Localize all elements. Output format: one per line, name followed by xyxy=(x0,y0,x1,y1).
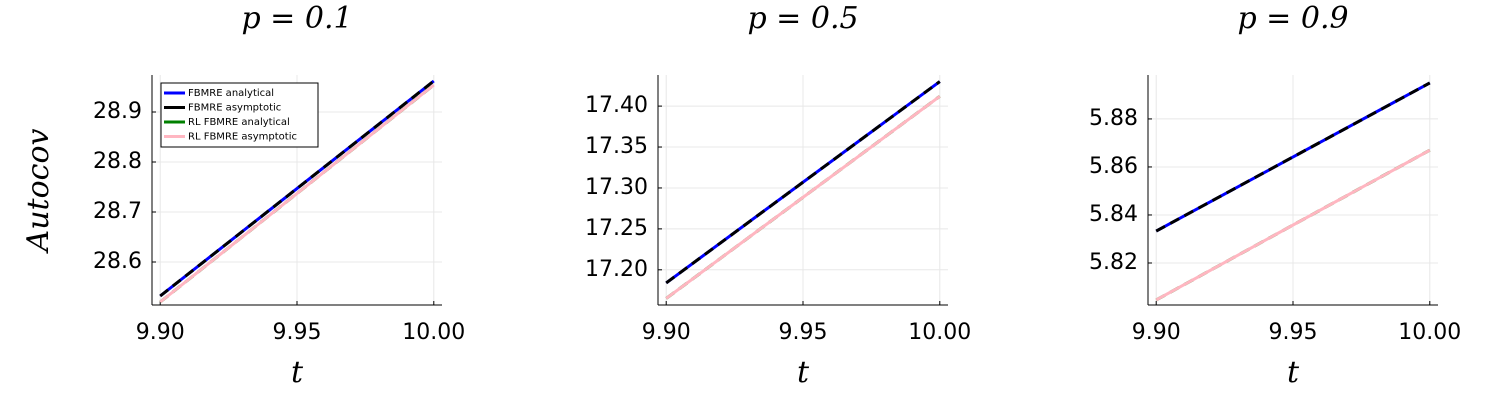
y-tick-label: 28.9 xyxy=(93,99,142,124)
series-line xyxy=(665,95,941,300)
chart-title: p = 0.1 xyxy=(241,1,352,36)
series-line xyxy=(159,83,435,304)
y-tick-label: 5.88 xyxy=(1089,106,1138,131)
x-tick-label: 10.00 xyxy=(402,320,465,345)
x-tick-label: 9.90 xyxy=(642,320,691,345)
y-tick-label: 17.40 xyxy=(585,93,648,118)
y-tick-label: 28.7 xyxy=(93,199,142,224)
legend-label: RL FBMRE asymptotic xyxy=(188,132,297,143)
x-tick-label: 10.00 xyxy=(908,320,971,345)
x-tick-label: 9.95 xyxy=(779,320,828,345)
x-axis-label: t xyxy=(797,355,810,390)
chart-title: p = 0.9 xyxy=(1237,1,1348,36)
series-line xyxy=(1155,81,1431,233)
x-axis-label: t xyxy=(291,355,304,390)
y-tick-label: 5.82 xyxy=(1089,250,1138,275)
series-line xyxy=(159,79,435,298)
y-tick-label: 17.35 xyxy=(585,134,648,159)
y-tick-label: 5.86 xyxy=(1089,154,1138,179)
y-tick-label: 17.30 xyxy=(585,175,648,200)
y-tick-label: 28.8 xyxy=(93,149,142,174)
x-axis-label: t xyxy=(1287,355,1300,390)
legend-box xyxy=(160,82,319,148)
y-tick-label: 17.20 xyxy=(585,257,648,282)
y-axis-label: Autocov xyxy=(21,128,56,254)
x-tick-label: 10.00 xyxy=(1398,320,1461,345)
y-tick-label: 17.25 xyxy=(585,216,648,241)
legend-label: RL FBMRE analytical xyxy=(188,117,290,128)
legend: FBMRE analytical FBMRE asymptotic RL FBMRE… xyxy=(160,82,319,148)
y-tick-label: 5.84 xyxy=(1089,202,1138,227)
x-tick-label: 9.95 xyxy=(273,320,322,345)
x-tick-label: 9.95 xyxy=(1269,320,1318,345)
chart-title: p = 0.5 xyxy=(747,1,858,36)
legend-label: FBMRE analytical xyxy=(188,88,274,99)
series-line xyxy=(1155,148,1431,302)
x-tick-label: 9.90 xyxy=(1132,320,1181,345)
y-tick-label: 28.6 xyxy=(93,249,142,274)
series-line xyxy=(665,80,941,285)
x-tick-label: 9.90 xyxy=(136,320,185,345)
legend-label: FBMRE asymptotic xyxy=(188,103,281,114)
